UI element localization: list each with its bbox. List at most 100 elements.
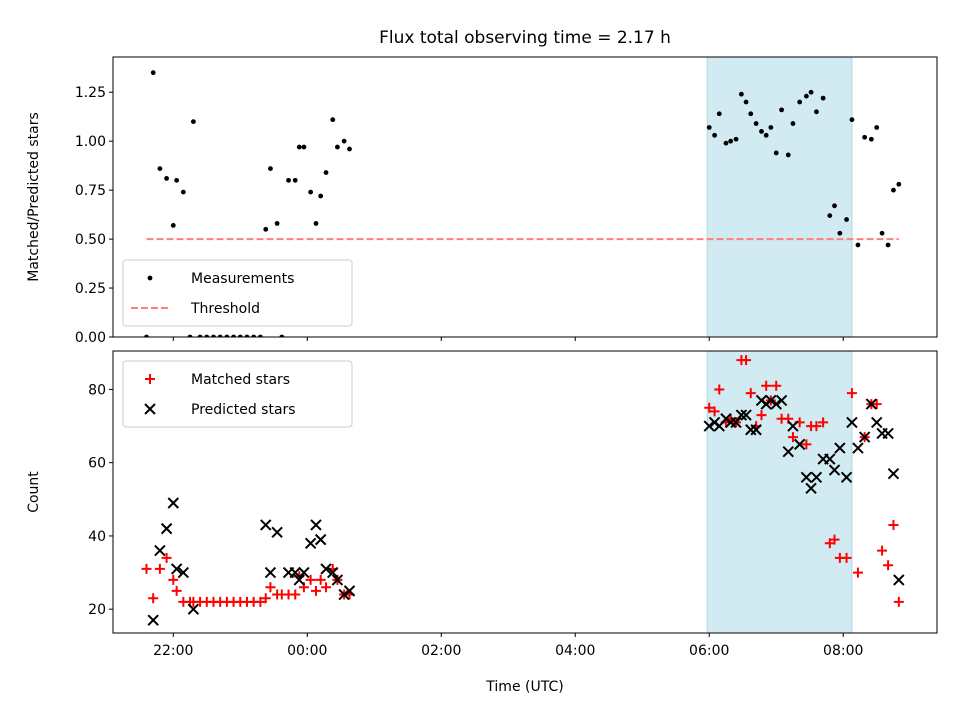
legend-entry-label: Predicted stars xyxy=(191,402,296,418)
matched-star-point xyxy=(315,574,326,585)
predicted-star-point xyxy=(840,471,853,484)
measurement-point xyxy=(313,221,319,226)
matched-star-point xyxy=(893,596,904,607)
measurement-point xyxy=(885,242,891,248)
predicted-star-point xyxy=(170,563,183,575)
matched-star-point xyxy=(841,552,852,563)
measurement-point xyxy=(738,91,744,97)
legend-entry-label: Matched stars xyxy=(191,372,290,388)
matched-star-point xyxy=(888,519,899,530)
predicted-star-point xyxy=(782,446,794,458)
predicted-star-point xyxy=(735,409,748,421)
matched-star-point xyxy=(290,589,301,600)
y-tick-label: 0.50 xyxy=(75,232,106,248)
matched-star-point xyxy=(745,388,756,399)
predicted-star-point xyxy=(310,519,322,531)
y-tick-label: 80 xyxy=(88,382,106,398)
measurement-point xyxy=(803,93,809,99)
predicted-star-point xyxy=(343,585,356,597)
measurement-point xyxy=(743,99,749,105)
matched-star-point xyxy=(877,545,888,556)
measurement-point xyxy=(301,144,307,150)
predicted-star-point xyxy=(147,614,159,626)
matched-star-point xyxy=(161,552,172,563)
predicted-star-point xyxy=(298,566,310,579)
measurement-point xyxy=(723,140,729,146)
y-tick-label: 0.25 xyxy=(75,281,106,297)
measurement-point xyxy=(292,177,298,183)
matched-star-point xyxy=(829,534,840,545)
measurement-point xyxy=(712,132,717,138)
predicted-star-point xyxy=(740,409,752,421)
predicted-star-point xyxy=(293,574,305,586)
measurement-point xyxy=(224,334,230,337)
predicted-star-point xyxy=(770,398,782,410)
predicted-star-point xyxy=(320,563,332,575)
predicted-star-point xyxy=(260,519,272,531)
matched-star-point xyxy=(787,432,798,443)
matched-star-point xyxy=(321,582,332,593)
predicted-star-point xyxy=(828,464,841,476)
matched-star-point xyxy=(305,574,316,585)
predicted-star-point xyxy=(331,574,344,586)
predicted-star-point xyxy=(264,566,277,579)
measurement-point xyxy=(728,138,734,144)
measurement-point xyxy=(318,193,324,199)
matched-star-point xyxy=(265,582,276,593)
x-tick-label: 06:00 xyxy=(689,643,729,659)
measurement-point xyxy=(244,334,250,337)
measurement-point xyxy=(144,334,149,337)
matched-star-point xyxy=(852,567,863,578)
top-panel: 0.00 0.25 0.50 0.75 1.00 1.25 Flux total obse… xyxy=(26,28,938,346)
measurement-point xyxy=(180,189,186,195)
measurement-point xyxy=(849,117,855,123)
predicted-star-point xyxy=(810,471,823,484)
x-tick-label: 04:00 xyxy=(555,643,595,659)
bottom-ticks-layer: 20 40 60 80 22:00 00:00 02:00 04:00 06:00 08:00 xyxy=(88,382,863,659)
matched-star-point xyxy=(741,355,752,366)
matched-star-point xyxy=(154,563,165,574)
measurement-point xyxy=(204,334,210,337)
measurement-point xyxy=(891,187,896,193)
measurement-point xyxy=(808,89,814,95)
bottom-x-axis-label: Time (UTC) xyxy=(485,679,563,695)
top-legend: Measurements Threshold xyxy=(122,259,353,327)
x-tick-label: 22:00 xyxy=(153,643,193,659)
measurement-point xyxy=(323,170,329,175)
measurement-point xyxy=(197,334,203,337)
measurement-point xyxy=(268,166,273,172)
shaded-span xyxy=(706,56,853,338)
measurement-point xyxy=(335,144,340,150)
predicted-star-point xyxy=(824,453,836,465)
y-tick-label: 1.00 xyxy=(75,134,106,150)
x-tick-label: 08:00 xyxy=(823,643,863,659)
measurement-point xyxy=(716,111,722,117)
measurement-point xyxy=(874,125,880,130)
measurement-point xyxy=(768,125,774,130)
measurement-point xyxy=(164,175,169,181)
top-chart-title: Flux total observing time = 2.17 h xyxy=(379,28,671,48)
y-tick-label: 1.25 xyxy=(75,85,106,101)
matched-star-point xyxy=(771,380,782,391)
predicted-star-point xyxy=(289,566,301,579)
measurement-point xyxy=(837,230,843,236)
bottom-y-axis-label: Count xyxy=(26,471,42,513)
y-tick-label: 60 xyxy=(88,456,106,472)
top-axes-frame xyxy=(112,56,938,338)
measurement-point xyxy=(157,166,163,172)
measurement-point xyxy=(779,107,784,113)
measurement-point xyxy=(296,144,302,150)
measurement-point xyxy=(279,334,285,337)
predicted-star-point xyxy=(304,537,317,549)
legend-entry-label: Measurements xyxy=(191,271,294,287)
measurement-point xyxy=(844,217,849,222)
measurement-point xyxy=(827,213,833,219)
predicted-star-point xyxy=(187,603,200,615)
measurement-point xyxy=(706,125,712,130)
predicted-star-point xyxy=(314,533,327,546)
measurement-point xyxy=(150,70,156,76)
measurement-point xyxy=(855,242,861,248)
measurement-point xyxy=(832,203,837,209)
measurement-point xyxy=(814,109,819,115)
